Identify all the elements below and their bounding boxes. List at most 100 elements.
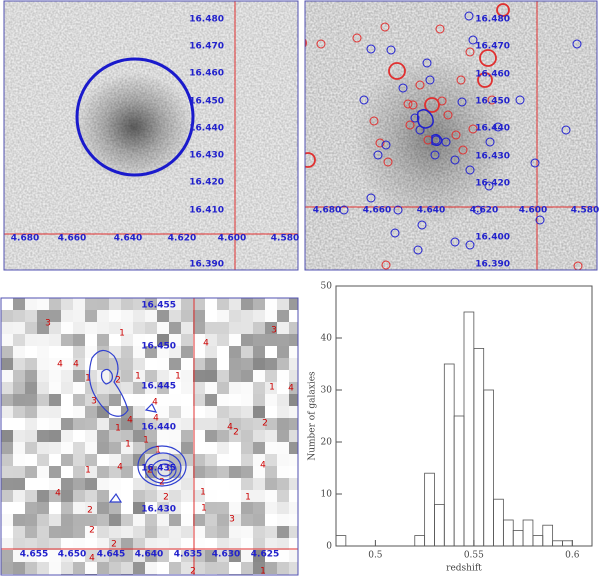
- noise-pixel: [217, 334, 229, 346]
- noise-pixel: [85, 490, 97, 502]
- noise-pixel: [73, 478, 85, 490]
- noise-pixel: [1, 406, 13, 418]
- source-label: 2: [87, 506, 93, 516]
- noise-pixel: [49, 502, 61, 514]
- noise-pixel: [181, 490, 193, 502]
- noise-pixel: [169, 358, 181, 370]
- blue-source: [398, 83, 408, 93]
- noise-pixel: [97, 466, 109, 478]
- noise-pixel: [1, 370, 13, 382]
- noise-pixel: [229, 430, 241, 442]
- noise-pixel: [13, 514, 25, 526]
- noise-pixel: [61, 394, 73, 406]
- noise-pixel: [181, 370, 193, 382]
- y-tick-label: 10: [321, 490, 333, 500]
- noise-pixel: [277, 370, 289, 382]
- noise-pixel: [109, 502, 121, 514]
- noise-pixel: [193, 430, 205, 442]
- noise-pixel: [13, 298, 25, 310]
- noise-pixel: [217, 550, 229, 562]
- bar: [522, 519, 534, 547]
- y-tick-label: 16.450: [189, 97, 224, 107]
- noise-pixel: [49, 538, 61, 550]
- noise-pixel: [13, 370, 25, 382]
- noise-pixel: [265, 370, 277, 382]
- noise-pixel: [289, 538, 298, 550]
- noise-pixel: [1, 298, 13, 310]
- blue-source: [366, 193, 376, 203]
- noise-pixel: [49, 310, 61, 322]
- y-tick-label: 20: [321, 438, 333, 448]
- noise-pixel: [109, 382, 121, 394]
- source-label: 2: [147, 466, 153, 476]
- source-label: 4: [260, 461, 266, 471]
- source-label: 1: [175, 372, 181, 382]
- blue-source: [425, 75, 435, 85]
- noise-pixel: [109, 346, 121, 358]
- noise-pixel: [1, 502, 13, 514]
- noise-pixel: [277, 394, 289, 406]
- noise-pixel: [73, 490, 85, 502]
- noise-pixel: [109, 322, 121, 334]
- noise-pixel: [205, 502, 217, 514]
- noise-pixel: [25, 346, 37, 358]
- noise-pixel: [1, 466, 13, 478]
- noise-pixel: [193, 418, 205, 430]
- red-source: [415, 80, 425, 90]
- noise-pixel: [13, 538, 25, 550]
- x-tick-label: 4.640: [417, 206, 445, 216]
- noise-pixel: [85, 346, 97, 358]
- red-source: [408, 100, 418, 110]
- x-tick-label: 0.55: [464, 551, 484, 561]
- noise-pixel: [121, 430, 133, 442]
- noise-pixel: [265, 322, 277, 334]
- noise-pixel: [169, 550, 181, 562]
- noise-pixel: [85, 538, 97, 550]
- noise-pixel: [121, 394, 133, 406]
- noise-pixel: [169, 322, 181, 334]
- x-tick-label: 4.680: [11, 234, 39, 244]
- noise-pixel: [241, 490, 253, 502]
- noise-pixel: [217, 346, 229, 358]
- noise-pixel: [181, 406, 193, 418]
- noise-pixel: [121, 466, 133, 478]
- red-source: [435, 24, 445, 34]
- x-tick-label: 0.6: [565, 551, 580, 561]
- noise-pixel: [133, 562, 145, 574]
- noise-pixel: [121, 358, 133, 370]
- noise-pixel: [277, 346, 289, 358]
- noise-pixel: [37, 394, 49, 406]
- noise-pixel: [109, 358, 121, 370]
- noise-pixel: [1, 478, 13, 490]
- contours: [88, 349, 187, 503]
- noise-pixel: [13, 406, 25, 418]
- noise-pixel: [25, 418, 37, 430]
- blue-source: [484, 181, 494, 191]
- noise-pixel: [181, 334, 193, 346]
- noise-pixel: [25, 322, 37, 334]
- blue-source: [493, 122, 503, 132]
- red-source: [437, 96, 447, 106]
- noise-pixel: [109, 430, 121, 442]
- bar: [562, 540, 573, 547]
- noise-pixel: [277, 526, 289, 538]
- noise-pixel: [205, 526, 217, 538]
- noise-pixel: [61, 346, 73, 358]
- noise-pixel: [97, 358, 109, 370]
- noise-pixel: [49, 466, 61, 478]
- y-tick-label: 16.470: [475, 42, 510, 52]
- noise-pixel: [85, 502, 97, 514]
- y-tick-label: 16.410: [189, 206, 224, 216]
- noise-pixel: [145, 526, 157, 538]
- noise-pixel: [289, 550, 298, 562]
- noise-pixel: [73, 394, 85, 406]
- noise-pixel: [229, 322, 241, 334]
- noise-pixel: [193, 346, 205, 358]
- red-source: [451, 130, 461, 140]
- source-label: 3: [45, 319, 51, 329]
- red-source: [477, 72, 493, 88]
- noise-pixel: [277, 406, 289, 418]
- x-tick-label: 4.600: [218, 234, 246, 244]
- noise-pixel: [49, 490, 61, 502]
- noise-pixel: [97, 370, 109, 382]
